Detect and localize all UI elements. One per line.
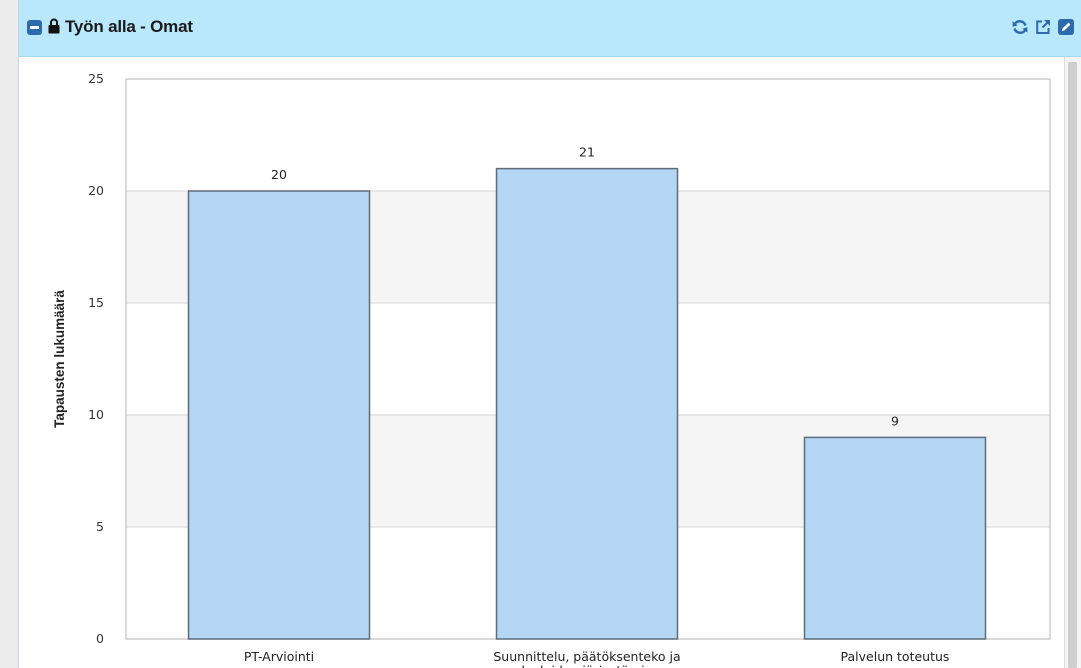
y-tick-label: 15 — [88, 295, 104, 310]
panel-header: Työn alla - Omat — [19, 0, 1081, 57]
bar — [187, 190, 371, 640]
y-tick-label: 0 — [96, 631, 104, 646]
y-axis-label: Tapausten lukumäärä — [52, 290, 67, 428]
x-tick-label: Suunnittelu, päätöksenteko japalveluiden… — [493, 649, 680, 668]
y-tick-label: 10 — [88, 407, 104, 422]
lock-icon — [48, 18, 60, 34]
minus-square-icon[interactable] — [27, 20, 42, 35]
chart-area: 0 5 10 15 20 25 Tapausten lukumäärä 20 PT-Arvioi… — [19, 57, 1064, 668]
y-tick-label: 25 — [88, 71, 104, 86]
data-label: 21 — [579, 145, 595, 160]
bar-chart: 0 5 10 15 20 25 Tapausten lukumäärä 20 PT-Arvioi… — [52, 71, 1051, 668]
y-tick-label: 5 — [96, 519, 104, 534]
bar — [803, 436, 987, 640]
widget-panel: Työn alla - Omat 0 5 10 15 20 25 Tapausten luk… — [18, 0, 1081, 668]
external-link-icon[interactable] — [1035, 19, 1051, 35]
data-label: 9 — [891, 413, 899, 428]
scrollbar-thumb[interactable] — [1068, 62, 1077, 668]
bar — [495, 167, 679, 640]
x-tick-label: PT-Arviointi — [244, 649, 314, 664]
panel-title: Työn alla - Omat — [65, 17, 193, 36]
x-tick-label: Palvelun toteutus — [841, 649, 950, 664]
y-tick-label: 20 — [88, 183, 104, 198]
data-label: 20 — [271, 167, 287, 182]
edit-icon[interactable] — [1058, 19, 1074, 35]
refresh-icon[interactable] — [1012, 19, 1028, 35]
